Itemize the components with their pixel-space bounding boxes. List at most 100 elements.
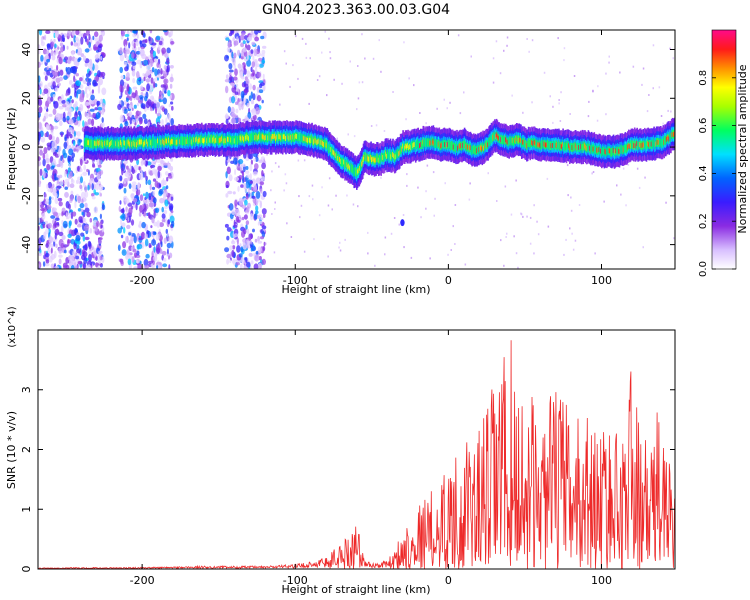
spectrogram-noise-speck — [139, 194, 144, 202]
spectrogram-noise-speck — [65, 178, 70, 183]
spectrogram-ridge-cell — [547, 139, 549, 149]
spectrogram-noise-speck — [65, 101, 70, 107]
spectrogram-noise-speck — [170, 41, 175, 45]
spectrogram-faint-speck — [403, 41, 405, 44]
spectrogram-noise-speck — [68, 144, 72, 148]
spectrogram-noise-speck — [162, 193, 166, 197]
spectrogram-noise-speck — [86, 168, 89, 173]
spectrogram-noise-speck — [74, 200, 77, 209]
spectrogram-noise-speck — [75, 255, 80, 260]
spectrogram-faint-speck — [266, 153, 268, 156]
spectrogram-noise-speck — [38, 98, 43, 106]
spectrogram-noise-speck — [76, 131, 81, 137]
spectrogram-noise-speck — [50, 166, 55, 170]
spectrogram-noise-speck — [248, 241, 251, 249]
spectrogram-noise-speck — [91, 193, 95, 197]
spectrogram-ridge-cell — [462, 140, 465, 150]
spectrogram-faint-speck — [339, 241, 341, 244]
spectrogram-faint-speck — [410, 256, 413, 259]
spectrogram-noise-speck — [233, 40, 239, 46]
spectrogram-ridge-cell — [350, 163, 353, 173]
spectrogram-noise-speck — [77, 110, 81, 116]
spectrogram-noise-speck — [144, 264, 150, 269]
spectrogram-noise-speck — [240, 184, 244, 188]
spectrogram-noise-speck — [237, 117, 242, 123]
spectrogram-ridge-cell — [525, 139, 527, 149]
spectrogram-noise-speck — [121, 213, 126, 222]
spectrogram-noise-speck — [149, 108, 154, 112]
spectrogram-noise-speck — [97, 164, 102, 168]
spectrogram-noise-speck — [163, 65, 167, 70]
spectrogram-noise-speck — [245, 257, 248, 263]
spectrogram-noise-speck — [253, 263, 259, 269]
spectrogram-ridge-cell — [161, 138, 163, 148]
spectrogram-ridge-cell — [500, 134, 503, 144]
spectrogram-noise-speck — [235, 216, 240, 223]
spectrogram-ridge-cell — [542, 139, 544, 149]
spectrogram-noise-speck — [242, 242, 247, 250]
spectrogram-noise-speck — [154, 207, 160, 213]
spectrogram-noise-speck — [146, 83, 151, 92]
spectrogram-faint-speck — [403, 246, 405, 249]
spectrogram-noise-speck — [120, 208, 125, 214]
spectrogram-ridge-cell — [381, 152, 383, 162]
spectrogram-noise-speck — [61, 53, 64, 60]
spectrogram-noise-speck — [38, 106, 43, 114]
spectrogram-noise-speck — [81, 211, 84, 216]
spectrogram-noise-speck — [161, 250, 167, 256]
spectrogram-faint-speck — [563, 59, 565, 62]
spectrogram-noise-speck — [238, 253, 243, 258]
spectrogram-noise-speck — [170, 101, 174, 105]
spectrogram-faint-speck — [557, 37, 559, 40]
spectrogram-noise-speck — [119, 200, 122, 205]
spectrogram-noise-speck — [225, 193, 229, 198]
spectrogram-faint-speck — [289, 85, 291, 88]
spectrogram-noise-speck — [83, 80, 87, 85]
spectrogram-faint-speck — [468, 198, 471, 201]
spectrogram-noise-speck — [98, 34, 103, 42]
spectrogram-noise-speck — [50, 247, 53, 254]
spectrogram-faint-speck — [526, 38, 528, 40]
spectrogram-noise-speck — [257, 72, 262, 78]
spectrogram-noise-speck — [252, 55, 255, 62]
spectrogram-noise-speck — [163, 162, 168, 166]
spectrogram-noise-speck — [227, 106, 231, 113]
spectrogram-ridge-cell — [287, 133, 290, 142]
spectrogram-noise-speck — [149, 30, 153, 34]
spectrogram-faint-speck — [515, 252, 518, 255]
spectrogram-noise-speck — [239, 164, 243, 171]
spectrogram-ridge-cell — [426, 137, 429, 147]
spectrogram-faint-speck — [283, 189, 285, 192]
spectrogram-noise-speck — [234, 199, 238, 207]
spectrogram-faint-speck — [303, 159, 306, 162]
spectrogram-noise-speck — [93, 46, 99, 50]
spectrogram-noise-speck — [250, 213, 254, 221]
spectrogram-faint-speck — [338, 246, 340, 249]
spectrogram-noise-speck — [160, 160, 165, 165]
spectrogram-noise-speck — [44, 193, 47, 198]
spectrogram-noise-speck — [78, 57, 82, 61]
spectrogram-noise-speck — [249, 163, 253, 172]
spectrogram-noise-speck — [135, 188, 141, 196]
spectrogram-noise-speck — [234, 114, 239, 119]
spectrogram-noise-speck — [64, 181, 68, 185]
spectrogram-faint-speck — [357, 97, 360, 100]
spectrogram-noise-speck — [69, 55, 73, 62]
spectrogram-noise-speck — [85, 73, 90, 78]
spectrogram-noise-speck — [46, 123, 49, 130]
spectrogram-noise-speck — [82, 55, 87, 62]
spectrogram-noise-speck — [53, 212, 58, 216]
spectrogram-faint-speck — [297, 159, 300, 162]
spectrogram-noise-speck — [77, 195, 82, 204]
spectrogram-noise-speck — [139, 62, 143, 69]
spectrogram-noise-speck — [94, 37, 99, 42]
spectrogram-ridge-cell — [95, 139, 98, 149]
spectrogram-noise-speck — [42, 170, 46, 179]
spectrogram-noise-speck — [232, 37, 235, 42]
spectrogram-noise-speck — [82, 245, 86, 249]
spectrogram-faint-speck — [492, 81, 495, 84]
spectrogram-noise-speck — [58, 146, 62, 152]
spectrogram-ridge-cell — [299, 134, 302, 144]
spectrogram-faint-speck — [522, 215, 524, 218]
